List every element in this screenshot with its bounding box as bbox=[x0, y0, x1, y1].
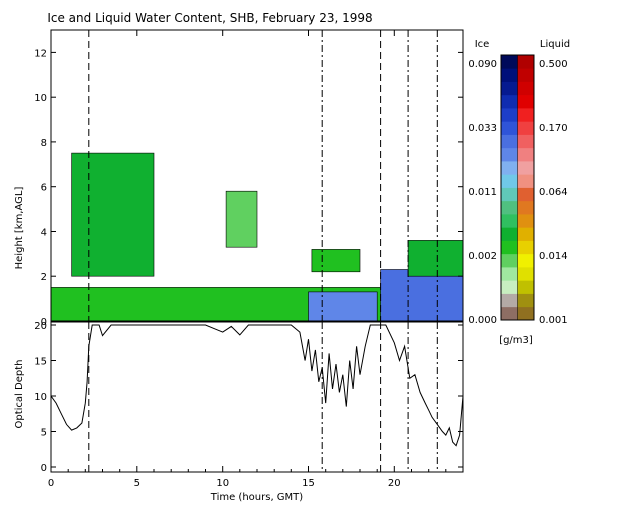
colorbar-liquid-swatch bbox=[517, 306, 534, 321]
colorbar-liquid-tick: 0.064 bbox=[539, 187, 568, 198]
colorbar-ice-swatch bbox=[501, 94, 518, 109]
colorbar-liquid-swatch bbox=[517, 55, 534, 69]
optical-depth-tick-label: 20 bbox=[34, 321, 47, 332]
cloud-layer bbox=[311, 249, 361, 273]
colorbar-ice-swatch bbox=[501, 147, 518, 162]
colorbar-liquid-swatch bbox=[517, 134, 534, 149]
colorbar-ice-swatch bbox=[501, 174, 518, 188]
colorbar-ice-swatch bbox=[501, 108, 518, 122]
colorbar-ice-swatch bbox=[501, 214, 518, 228]
colorbar-liquid-tick: 0.001 bbox=[539, 315, 568, 326]
time-tick-label: 5 bbox=[134, 478, 140, 489]
bottom-event-lines bbox=[88, 322, 438, 472]
colorbar-ice-swatch bbox=[501, 200, 518, 215]
colorbar-liquid-swatch bbox=[517, 108, 534, 122]
colorbar-ice-tick: 0.090 bbox=[468, 59, 497, 70]
colorbar-ticks: 0.090 0.033 0.011 0.002 0.000 0.500 0.170 0.064… bbox=[468, 59, 567, 326]
colorbar-ice-swatch bbox=[501, 240, 518, 255]
colorbar-ice-tick: 0.033 bbox=[468, 123, 497, 134]
colorbar-ice-swatch bbox=[501, 306, 518, 321]
colorbar-ice-tick: 0.000 bbox=[468, 315, 497, 326]
height-tick-label: 0 bbox=[41, 317, 47, 328]
colorbar-liquid-swatch bbox=[517, 81, 534, 96]
chart-title: Ice and Liquid Water Content, SHB, Febru… bbox=[47, 11, 372, 25]
colorbar-ice-swatch bbox=[501, 121, 518, 135]
height-axis: 0 2 4 6 8 10 12 bbox=[34, 48, 463, 328]
colorbar-liquid-swatch bbox=[517, 293, 534, 308]
colorbar-ice-swatch bbox=[501, 187, 518, 202]
colorbar-ice-swatch bbox=[501, 55, 518, 69]
colorbar-liquid-swatch bbox=[517, 161, 534, 175]
optical-depth-axis-label: Optical Depth bbox=[14, 360, 25, 429]
colorbar-liquid-label: Liquid bbox=[540, 39, 570, 50]
optical-depth-tick-label: 15 bbox=[34, 357, 47, 368]
height-tick-label: 10 bbox=[34, 93, 47, 104]
colorbar-ice-label: Ice bbox=[475, 39, 490, 50]
cloud-layer bbox=[407, 240, 463, 277]
optical-depth-tick-label: 5 bbox=[41, 428, 47, 439]
cloud-layer bbox=[225, 190, 258, 248]
optical-depth-line bbox=[51, 324, 463, 447]
optical-depth-tick-label: 10 bbox=[34, 392, 47, 403]
height-tick-label: 2 bbox=[41, 272, 47, 283]
colorbar-liquid-swatch bbox=[517, 147, 534, 162]
colorbar-liquid-swatch bbox=[517, 214, 534, 228]
top-event-lines bbox=[88, 30, 438, 321]
colorbar-liquid-swatch bbox=[517, 280, 534, 294]
colorbar-liquid-swatch bbox=[517, 253, 534, 268]
bottom-panel-frame bbox=[50, 321, 464, 473]
height-axis-label: Height [km,AGL] bbox=[14, 187, 25, 270]
colorbar-liquid-tick: 0.170 bbox=[539, 123, 568, 134]
colorbar-ice-swatch bbox=[501, 68, 518, 82]
colorbar-ice-swatch bbox=[501, 161, 518, 175]
colorbar-liquid-swatch bbox=[517, 121, 534, 135]
time-tick-label: 15 bbox=[302, 478, 315, 489]
colorbar-liquid-swatch bbox=[517, 267, 534, 281]
time-tick-label: 0 bbox=[48, 478, 54, 489]
colorbar-liquid-swatch bbox=[517, 68, 534, 82]
colorbar-ice-swatch bbox=[501, 293, 518, 308]
colorbar-ice-swatch bbox=[501, 227, 518, 241]
colorbar-liquid-swatch bbox=[517, 174, 534, 188]
height-tick-label: 12 bbox=[34, 48, 47, 59]
colorbar bbox=[501, 55, 534, 321]
top-panel-frame bbox=[50, 29, 464, 322]
colorbar-ice-swatch bbox=[501, 280, 518, 294]
time-tick-label: 10 bbox=[216, 478, 229, 489]
cloud-layer bbox=[380, 269, 463, 321]
height-tick-label: 4 bbox=[41, 228, 47, 239]
colorbar-ice-swatch bbox=[501, 134, 518, 149]
colorbar-units: [g/m3] bbox=[499, 335, 533, 346]
height-tick-label: 6 bbox=[41, 183, 47, 194]
colorbar-liquid-swatch bbox=[517, 227, 534, 241]
colorbar-ice-tick: 0.002 bbox=[468, 251, 497, 262]
colorbar-liquid-swatch bbox=[517, 200, 534, 215]
colorbar-ice-swatch bbox=[501, 81, 518, 96]
time-tick-label: 20 bbox=[388, 478, 401, 489]
colorbar-liquid-swatch bbox=[517, 187, 534, 202]
colorbar-liquid-tick: 0.014 bbox=[539, 251, 568, 262]
cloud-layer bbox=[308, 291, 378, 321]
colorbar-liquid-swatch bbox=[517, 94, 534, 109]
height-tick-label: 8 bbox=[41, 138, 47, 149]
optical-depth-axis: 0 5 10 15 20 bbox=[34, 321, 463, 474]
colorbar-liquid-swatch bbox=[517, 240, 534, 255]
time-axis-label: Time (hours, GMT) bbox=[210, 492, 304, 503]
colorbar-liquid-tick: 0.500 bbox=[539, 59, 568, 70]
cloud-layers bbox=[51, 152, 463, 321]
time-axis: 0 5 10 15 20 bbox=[48, 30, 464, 489]
colorbar-ice-tick: 0.011 bbox=[468, 187, 497, 198]
optical-depth-tick-label: 0 bbox=[41, 463, 47, 474]
colorbar-ice-swatch bbox=[501, 253, 518, 268]
colorbar-ice-swatch bbox=[501, 267, 518, 281]
cloud-layer bbox=[71, 152, 155, 277]
